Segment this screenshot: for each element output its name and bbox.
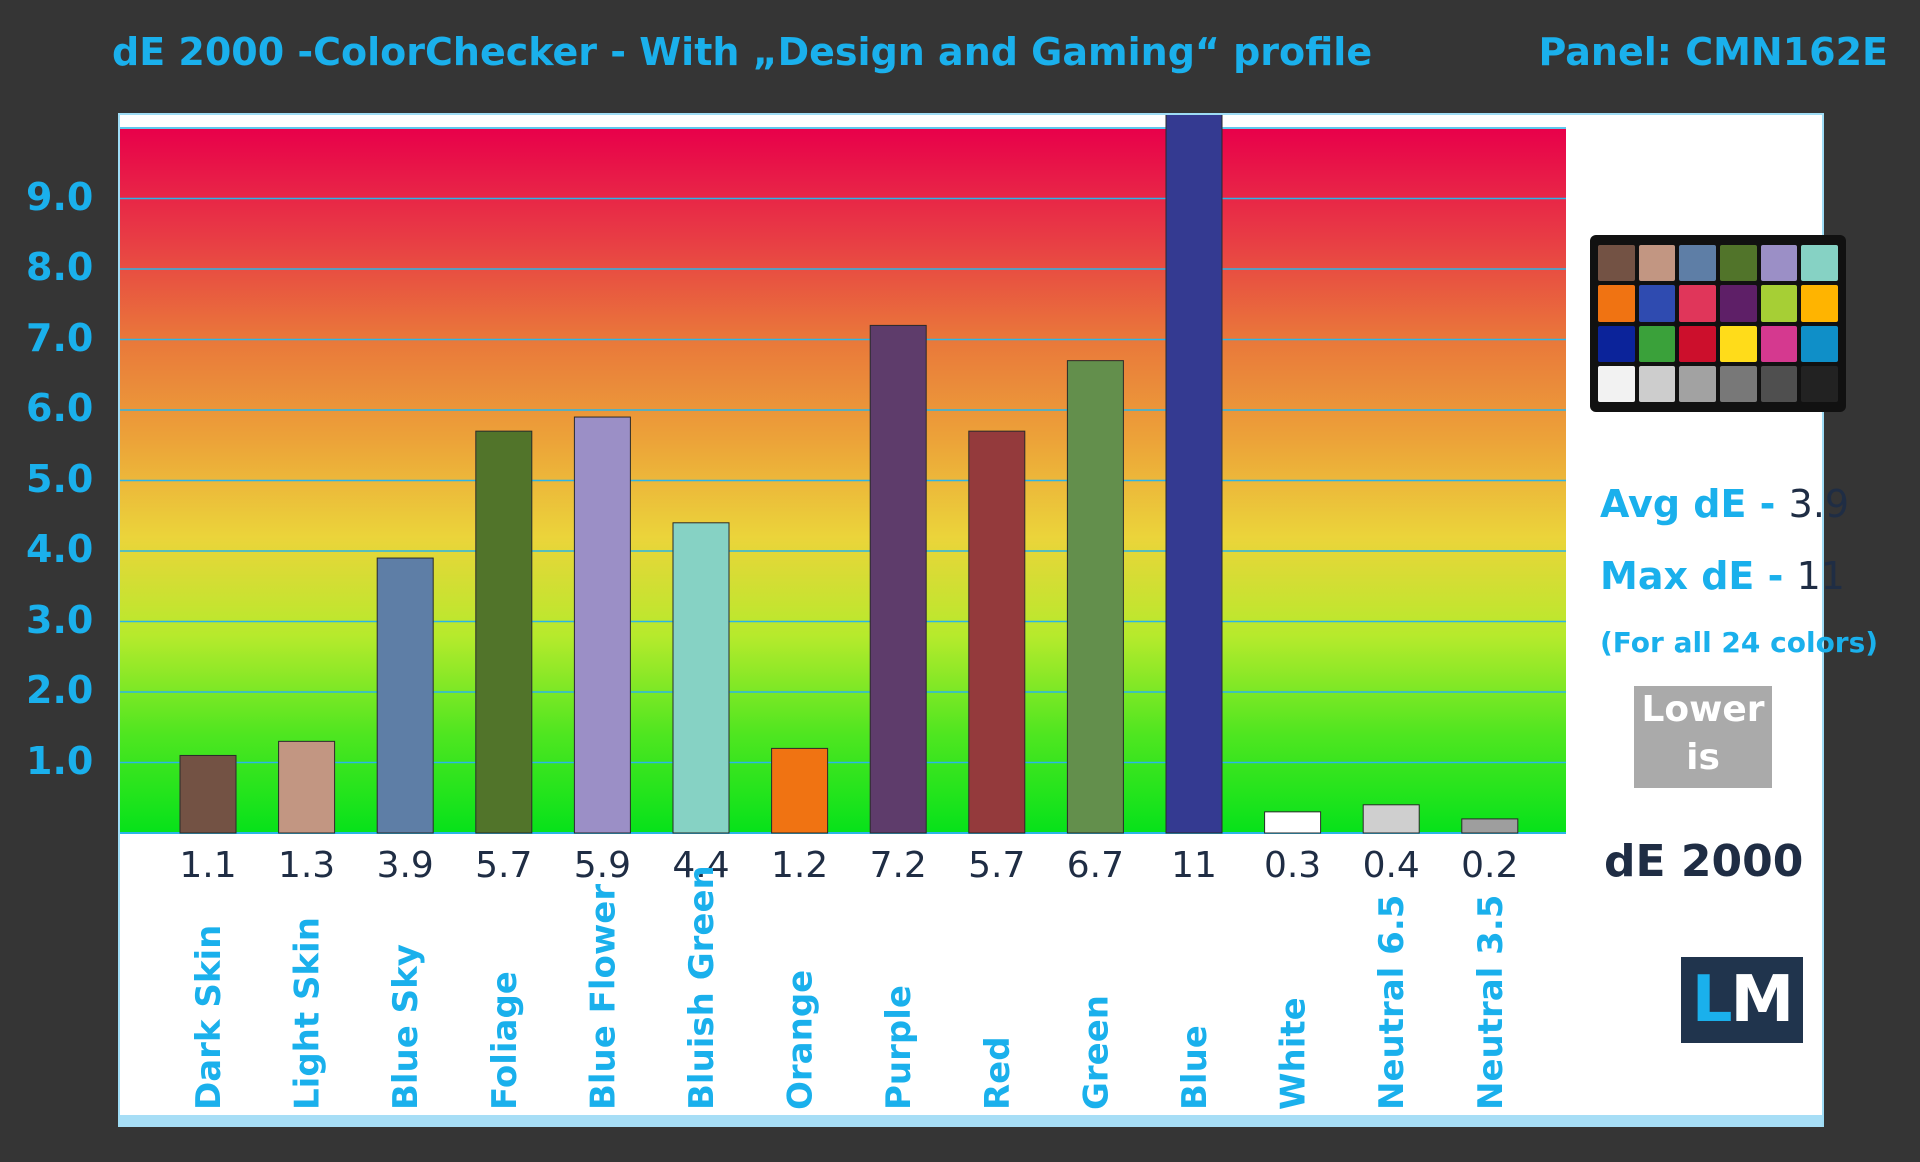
y-tick-label: 8.0 (26, 245, 94, 289)
category-label: Neutral 3.5 (1471, 895, 1511, 1110)
colorchecker-swatch (1720, 245, 1757, 282)
colorchecker-swatch (1801, 285, 1838, 322)
logo-letter-l: L (1691, 963, 1733, 1037)
y-tick-label: 5.0 (26, 456, 94, 501)
avg-de: Avg dE - 3.9 (1600, 482, 1849, 526)
max-de: Max dE - 11 (1600, 554, 1845, 598)
category-label: Light Skin (288, 917, 328, 1110)
colorchecker-swatch (1679, 245, 1716, 282)
bar-green (1066, 360, 1124, 834)
bar-dark-skin (179, 754, 237, 834)
category-label: Bluish Green (682, 865, 722, 1110)
bar-light-skin (278, 740, 336, 834)
category-label: Blue (1175, 1025, 1215, 1110)
colorchecker-swatch (1720, 365, 1757, 402)
category-label: Neutral 6.5 (1372, 895, 1412, 1110)
y-tick-label: 4.0 (26, 527, 94, 571)
colorchecker-swatch (1679, 285, 1716, 322)
category-label: Dark Skin (189, 925, 229, 1110)
value-label: 5.7 (475, 845, 532, 886)
y-tick-label: 3.0 (26, 597, 94, 642)
colorchecker-swatch (1801, 365, 1838, 402)
value-label: 5.9 (574, 845, 631, 886)
category-label: Foliage (485, 971, 525, 1110)
colorchecker-swatch (1801, 325, 1838, 362)
bar-orange (771, 747, 829, 834)
logo-letter-m: M (1730, 963, 1795, 1037)
category-label: Blue Flower (583, 884, 623, 1110)
category-label: Purple (879, 985, 919, 1110)
value-label: 0.4 (1363, 845, 1420, 886)
lower-line2: better (1639, 785, 1767, 826)
lower-line1: Lower is (1641, 689, 1765, 778)
colorchecker-swatch (1679, 325, 1716, 362)
colorchecker-swatch (1679, 365, 1716, 402)
value-label: 3.9 (377, 845, 434, 886)
value-label: 1.1 (179, 845, 236, 886)
value-label: 5.7 (968, 845, 1025, 886)
value-label: 7.2 (870, 845, 927, 886)
value-label: 0.2 (1461, 845, 1518, 886)
y-tick-label: 1.0 (26, 738, 94, 783)
bar-red (968, 430, 1026, 834)
panel-label: Panel: CMN162E (1538, 30, 1888, 74)
value-label: 1.3 (278, 845, 335, 886)
colorchecker-swatch (1720, 285, 1757, 322)
colorchecker-swatch (1598, 365, 1635, 402)
colorchecker-swatch (1638, 285, 1676, 322)
bar-neutral-65 (1362, 804, 1420, 834)
bar-blue-sky (376, 557, 434, 834)
value-label: 1.2 (771, 845, 828, 886)
y-tick-label: 6.0 (26, 386, 94, 430)
bar-neutral-35 (1461, 818, 1519, 834)
category-label: White (1274, 997, 1314, 1110)
y-tick-label: 7.0 (26, 315, 94, 360)
max-de-value: 11 (1796, 554, 1845, 598)
bar-white (1264, 811, 1322, 834)
chart-title: dE 2000 -ColorChecker - With „Design and… (112, 30, 1373, 74)
avg-de-value: 3.9 (1788, 482, 1850, 526)
value-label: 6.7 (1067, 845, 1124, 886)
colorchecker-swatch (1720, 325, 1757, 362)
bar-foliage (475, 430, 533, 834)
colorchecker-swatch (1638, 325, 1676, 362)
colorchecker-swatch (1638, 365, 1676, 402)
chart-frame: 1.1 Dark Skin 1.3 Light Skin 3.9 Blue Sky 5.7 F… (118, 113, 1824, 1127)
category-label: Red (978, 1036, 1018, 1110)
colorchecker-swatch (1760, 365, 1798, 402)
value-label: 11 (1171, 845, 1217, 886)
y-tick-label: 9.0 (26, 174, 94, 219)
colorchecker-swatch (1801, 245, 1838, 282)
value-label: 4.4 (672, 845, 729, 886)
value-label: 0.3 (1264, 845, 1321, 886)
colorchecker-swatch (1598, 325, 1635, 362)
avg-de-label: Avg dE - (1600, 482, 1789, 526)
y-tick-label: 2.0 (26, 668, 94, 712)
bar-chart: 1.1 Dark Skin 1.3 Light Skin 3.9 Blue Sky 5.7 F… (120, 115, 1566, 1110)
max-de-label: Max dE - (1600, 554, 1797, 598)
bar-bluish-green (672, 522, 730, 834)
colorchecker-swatch (1760, 245, 1798, 282)
metric-label: dE 2000 (1604, 836, 1804, 887)
colorchecker-swatch (1598, 285, 1635, 322)
note-all-colors: (For all 24 colors) (1600, 626, 1879, 659)
colorchecker-swatch (1638, 245, 1676, 282)
colorchecker-swatch (1760, 325, 1798, 362)
bar-purple (869, 324, 927, 834)
colorchecker-swatch (1760, 285, 1798, 322)
category-label: Blue Sky (386, 944, 426, 1110)
bar-blue (1165, 115, 1223, 834)
colorchecker-image (1590, 235, 1846, 412)
lower-is-better-badge: Lower is better (1634, 686, 1772, 826)
bar-blue-flower (573, 416, 631, 834)
colorchecker-swatch (1598, 245, 1635, 282)
category-label: Orange (781, 970, 821, 1110)
category-label: Green (1076, 995, 1116, 1110)
